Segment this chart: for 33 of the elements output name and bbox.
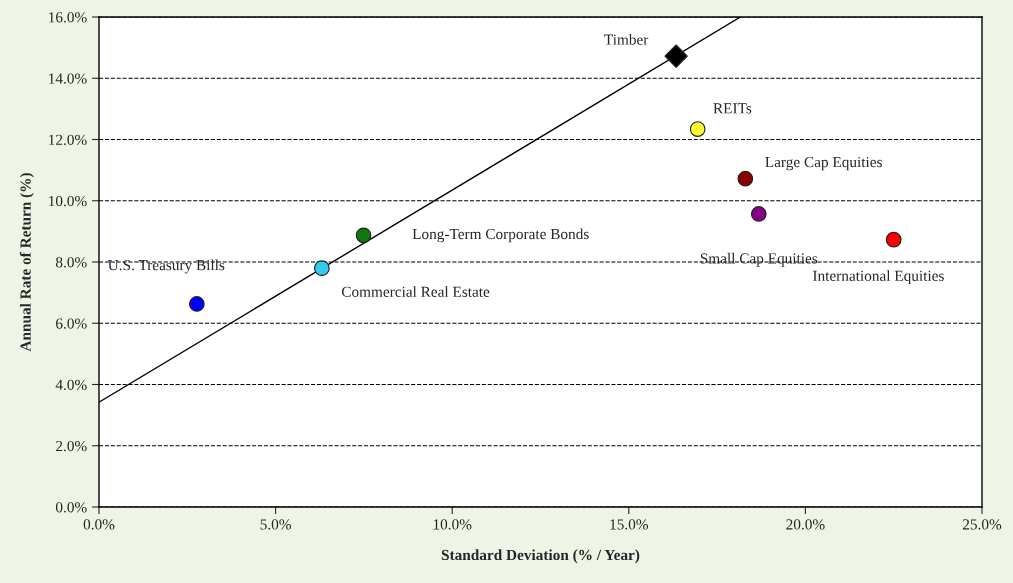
y-axis-title: Annual Rate of Return (%) (19, 173, 34, 352)
x-tick-label: 20.0% (786, 519, 825, 530)
series-label: Timber (604, 33, 649, 45)
series-label: REITs (713, 103, 752, 114)
x-tick-label: 10.0% (433, 519, 472, 530)
x-tick-label: 25.0% (962, 519, 1002, 530)
y-tick-label: 8.0% (55, 257, 87, 268)
y-tick-label: 6.0% (56, 318, 87, 329)
y-tick-label: 4.0% (55, 379, 87, 391)
point (750, 206, 767, 222)
point (314, 260, 330, 276)
text: Small Cap Equities (700, 252, 818, 267)
point (355, 227, 372, 244)
y-tick-label: 0.0% (55, 502, 87, 513)
text: Long-Term Corporate Bonds (412, 228, 589, 243)
series-label: Commercial Real Estate (341, 286, 490, 297)
point (737, 170, 754, 187)
series-label: Large Cap Equities (765, 156, 882, 171)
y-tick-label: 2.0% (56, 440, 87, 452)
point (885, 231, 902, 248)
y-tick-label: 12.0% (49, 134, 87, 146)
y-tick-label: 16.0% (49, 12, 87, 23)
text: U.S. Treasury Bills (108, 259, 225, 274)
point (689, 121, 706, 137)
point (664, 44, 688, 68)
x-tick-label: 15.0% (610, 519, 649, 530)
x-tick-label: 0.0% (83, 519, 115, 530)
x-axis-title: Standard Deviation (% / Year) (441, 549, 640, 564)
y-tick-label: 14.0% (49, 73, 87, 84)
point (188, 296, 205, 312)
y-tick-label: 10.0% (49, 195, 87, 207)
x-tick-label: 5.0% (260, 519, 291, 530)
text: International Equities (813, 270, 944, 285)
